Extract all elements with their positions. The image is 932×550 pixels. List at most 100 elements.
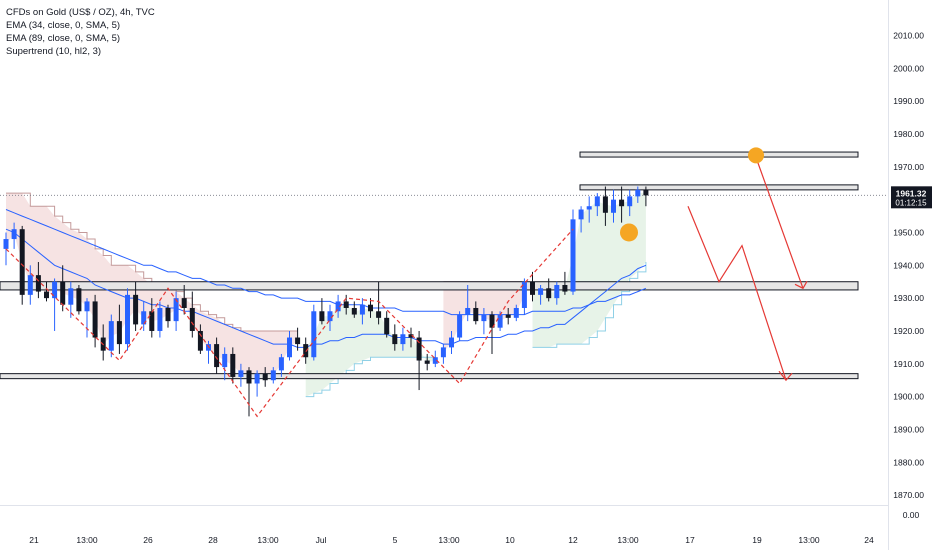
- candle-body-4: [35, 275, 41, 292]
- candle-body-35: [287, 337, 292, 358]
- projection-arrow-target-1: [756, 160, 804, 289]
- candle-body-45: [368, 304, 373, 312]
- x-tick-label-10: 13:00: [617, 535, 639, 545]
- supertrend-line-1: [305, 356, 436, 398]
- candle-body-46: [376, 311, 382, 318]
- candle-body-76: [619, 199, 625, 207]
- candle-body-47: [384, 317, 390, 335]
- candle-body-41: [335, 301, 341, 312]
- candle-body-57: [465, 307, 471, 315]
- zone-box-4: [0, 373, 859, 380]
- projection-arrow-path: [687, 205, 787, 381]
- candle-body-16: [133, 294, 139, 325]
- price-tag-box: [891, 186, 932, 209]
- candle-body-2: [19, 229, 25, 295]
- candle-body-70: [570, 219, 576, 292]
- candle-body-18: [149, 311, 155, 331]
- price-tag-value: 1961.32: [896, 188, 927, 198]
- candle-body-66: [538, 288, 544, 295]
- y-tick-label-6: 1950.00: [893, 227, 924, 237]
- candle-body-36: [295, 337, 301, 345]
- candle-body-71: [578, 209, 584, 220]
- legend-supertrend[interactable]: Supertrend (10, hl2, 3): [6, 46, 102, 57]
- candle-body-74: [602, 196, 608, 213]
- x-tick-label-5: Jul: [316, 535, 327, 545]
- candle-body-14: [116, 321, 122, 345]
- scale-label: 0.00: [903, 510, 920, 520]
- y-tick-label-14: 1870.00: [893, 490, 924, 500]
- y-tick-label-2: 1990.00: [893, 96, 924, 106]
- candle-body-7: [60, 281, 66, 305]
- candle-body-73: [594, 196, 600, 207]
- x-tick-label-7: 13:00: [438, 535, 460, 545]
- y-tick-label-7: 1940.00: [893, 260, 924, 270]
- y-tick-label-0: 2010.00: [893, 31, 924, 41]
- x-tick-label-14: 24: [864, 535, 874, 545]
- candle-body-67: [546, 288, 552, 299]
- legend-ema-89[interactable]: EMA (89, close, 0, SMA, 5): [6, 33, 121, 44]
- candle-body-58: [473, 307, 479, 322]
- candle-body-29: [238, 370, 244, 377]
- candle-body-8: [68, 288, 74, 305]
- x-tick-label-0: 21: [29, 535, 39, 545]
- legend-ema-34[interactable]: EMA (34, close, 0, SMA, 5): [6, 20, 121, 31]
- candle-body-5: [44, 291, 49, 299]
- zone-box-2: [579, 184, 859, 191]
- candle-body-56: [457, 314, 463, 338]
- candle-body-65: [530, 281, 535, 295]
- y-tick-label-9: 1920.00: [893, 326, 924, 336]
- candle-body-59: [481, 314, 487, 322]
- price-scale-pane: [888, 0, 932, 550]
- candle-body-6: [52, 281, 58, 299]
- zone-box-1: [579, 151, 859, 158]
- candle-body-3: [27, 275, 33, 295]
- candle-body-54: [440, 347, 446, 358]
- candle-body-42: [343, 301, 349, 308]
- candle-body-22: [181, 298, 187, 308]
- candle-body-32: [262, 373, 268, 381]
- candle-body-69: [562, 285, 568, 292]
- candle-body-79: [643, 189, 649, 196]
- candle-body-48: [392, 334, 398, 345]
- candle-body-75: [611, 199, 616, 213]
- ema-34-line: [5, 228, 647, 348]
- candle-body-39: [319, 311, 325, 322]
- candle-body-31: [254, 373, 260, 384]
- zone-box-3: [0, 281, 859, 291]
- candle-body-10: [84, 301, 90, 312]
- candle-body-53: [432, 357, 438, 364]
- candle-body-68: [554, 285, 560, 299]
- y-tick-label-13: 1880.00: [893, 457, 924, 467]
- y-tick-label-1: 2000.00: [893, 63, 924, 73]
- y-tick-label-11: 1900.00: [893, 392, 924, 402]
- candle-body-13: [108, 321, 114, 351]
- candle-body-27: [222, 353, 228, 368]
- candle-body-15: [125, 294, 130, 345]
- candle-body-20: [165, 307, 171, 322]
- supertrend-line-3: [532, 262, 647, 348]
- x-tick-label-4: 13:00: [257, 535, 279, 545]
- x-tick-label-11: 17: [685, 535, 695, 545]
- plot-area: [0, 0, 888, 505]
- legend-title[interactable]: CFDs on Gold (US$ / OZ), 4h, TVC: [6, 7, 155, 18]
- y-tick-label-12: 1890.00: [893, 424, 924, 434]
- projection-arrowhead-2: [794, 280, 808, 290]
- candle-body-17: [141, 311, 147, 325]
- projection-arrowhead-1: [778, 370, 793, 382]
- price-tag-countdown: 01:12:15: [895, 198, 927, 207]
- y-tick-label-4: 1970.00: [893, 162, 924, 172]
- candle-body-49: [400, 334, 406, 345]
- candle-body-30: [246, 370, 252, 384]
- x-tick-label-1: 13:00: [76, 535, 98, 545]
- candle-body-61: [497, 314, 503, 328]
- y-tick-label-3: 1980.00: [893, 129, 924, 139]
- marker-circle-2: [620, 223, 638, 242]
- candle-body-55: [449, 337, 454, 348]
- candle-body-11: [92, 301, 98, 338]
- candle-body-77: [627, 196, 633, 207]
- candle-body-34: [278, 357, 284, 371]
- candle-body-72: [586, 206, 592, 210]
- candle-body-28: [230, 353, 236, 377]
